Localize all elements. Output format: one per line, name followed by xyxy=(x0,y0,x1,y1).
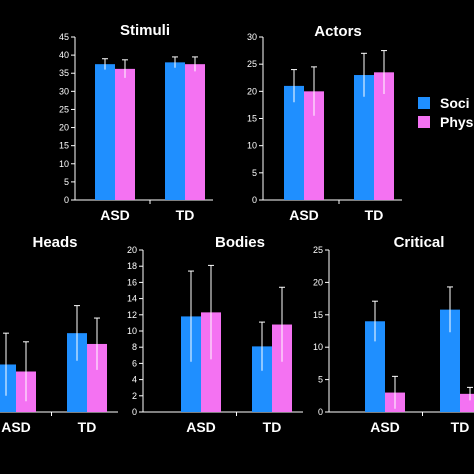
y-tick-label-bodies: 6 xyxy=(132,358,137,368)
y-tick-label-bodies: 12 xyxy=(127,310,137,320)
chart-title-heads: Heads xyxy=(32,234,77,251)
bar-bodies-asd-physical xyxy=(201,312,221,412)
y-tick-label-critical: 0 xyxy=(318,407,323,417)
bar-bodies-asd-social xyxy=(181,316,201,412)
category-label-stimuli-asd: ASD xyxy=(100,207,130,223)
legend: Soci Phys xyxy=(418,95,474,130)
y-tick-label-critical: 15 xyxy=(313,310,323,320)
bar-heads-asd-social xyxy=(0,364,16,412)
bar-stimuli-td-social xyxy=(165,62,185,200)
y-tick-label-stimuli: 45 xyxy=(59,32,69,42)
legend-swatch-social xyxy=(418,97,430,109)
category-label-bodies-asd: ASD xyxy=(186,419,216,435)
legend-label-social: Soci xyxy=(440,95,470,111)
y-tick-label-stimuli: 25 xyxy=(59,104,69,114)
y-tick-label-stimuli: 35 xyxy=(59,68,69,78)
y-tick-label-actors: 5 xyxy=(252,168,257,178)
y-tick-label-critical: 25 xyxy=(313,245,323,255)
y-tick-label-stimuli: 30 xyxy=(59,86,69,96)
bar-actors-asd-social xyxy=(284,85,304,200)
y-tick-label-critical: 20 xyxy=(313,277,323,287)
y-tick-label-critical: 5 xyxy=(318,375,323,385)
bar-critical-td-social xyxy=(440,309,460,412)
y-tick-label-bodies: 16 xyxy=(127,277,137,287)
y-tick-label-actors: 0 xyxy=(252,195,257,205)
chart-panel-bodies: Bodies ASD TD xyxy=(186,234,281,435)
category-label-bodies-td: TD xyxy=(263,419,282,435)
y-tick-label-bodies: 20 xyxy=(127,245,137,255)
bar-stimuli-asd-social xyxy=(95,64,115,201)
category-label-actors-td: TD xyxy=(365,207,384,223)
bar-critical-asd-social xyxy=(365,321,385,412)
bar-heads-td-social xyxy=(67,333,87,412)
y-tick-label-stimuli: 0 xyxy=(64,195,69,205)
chart-panel-actors: Actors ASD TD xyxy=(289,23,383,223)
category-label-heads-asd: ASD xyxy=(1,419,31,435)
bar-bodies-td-physical xyxy=(272,324,292,412)
y-tick-label-bodies: 0 xyxy=(132,407,137,417)
legend-swatch-physical xyxy=(418,116,430,128)
category-label-critical-td: TD xyxy=(451,419,470,435)
y-tick-label-actors: 20 xyxy=(247,86,257,96)
y-tick-label-bodies: 14 xyxy=(127,294,137,304)
y-tick-label-bodies: 18 xyxy=(127,261,137,271)
y-tick-label-actors: 15 xyxy=(247,114,257,124)
category-label-stimuli-td: TD xyxy=(176,207,195,223)
y-tick-label-stimuli: 40 xyxy=(59,50,69,60)
chart-title-stimuli: Stimuli xyxy=(120,22,170,39)
chart-panel-stimuli: Stimuli ASD TD xyxy=(100,22,194,223)
chart-title-critical: Critical xyxy=(394,234,445,251)
bar-actors-td-social xyxy=(354,75,374,200)
y-tick-label-bodies: 10 xyxy=(127,326,137,336)
y-tick-label-bodies: 8 xyxy=(132,342,137,352)
bar-stimuli-asd-physical xyxy=(115,68,135,201)
category-label-actors-asd: ASD xyxy=(289,207,319,223)
chart-title-actors: Actors xyxy=(314,23,362,40)
y-tick-label-bodies: 2 xyxy=(132,391,137,401)
bar-critical-td-physical xyxy=(460,393,474,412)
bar-actors-td-physical xyxy=(374,72,394,200)
y-tick-label-bodies: 4 xyxy=(132,375,137,385)
y-tick-label-stimuli: 20 xyxy=(59,123,69,133)
y-tick-label-actors: 25 xyxy=(247,59,257,69)
category-label-heads-td: TD xyxy=(78,419,97,435)
bar-stimuli-td-physical xyxy=(185,64,205,201)
legend-label-physical: Phys xyxy=(440,114,474,130)
chart-panel-critical: Critical ASD TD xyxy=(370,234,469,435)
bar-bodies-td-social xyxy=(252,346,272,412)
category-label-critical-asd: ASD xyxy=(370,419,400,435)
y-tick-label-actors: 30 xyxy=(247,32,257,42)
chart-title-bodies: Bodies xyxy=(215,234,265,251)
chart-panel-heads: Heads ASD TD xyxy=(1,234,96,435)
bar-heads-td-physical xyxy=(87,343,107,412)
bar-actors-asd-physical xyxy=(304,91,324,200)
y-tick-label-actors: 10 xyxy=(247,141,257,151)
y-tick-label-stimuli: 15 xyxy=(59,141,69,151)
y-tick-label-critical: 10 xyxy=(313,342,323,352)
y-tick-label-stimuli: 5 xyxy=(64,177,69,187)
y-tick-label-stimuli: 10 xyxy=(59,159,69,169)
